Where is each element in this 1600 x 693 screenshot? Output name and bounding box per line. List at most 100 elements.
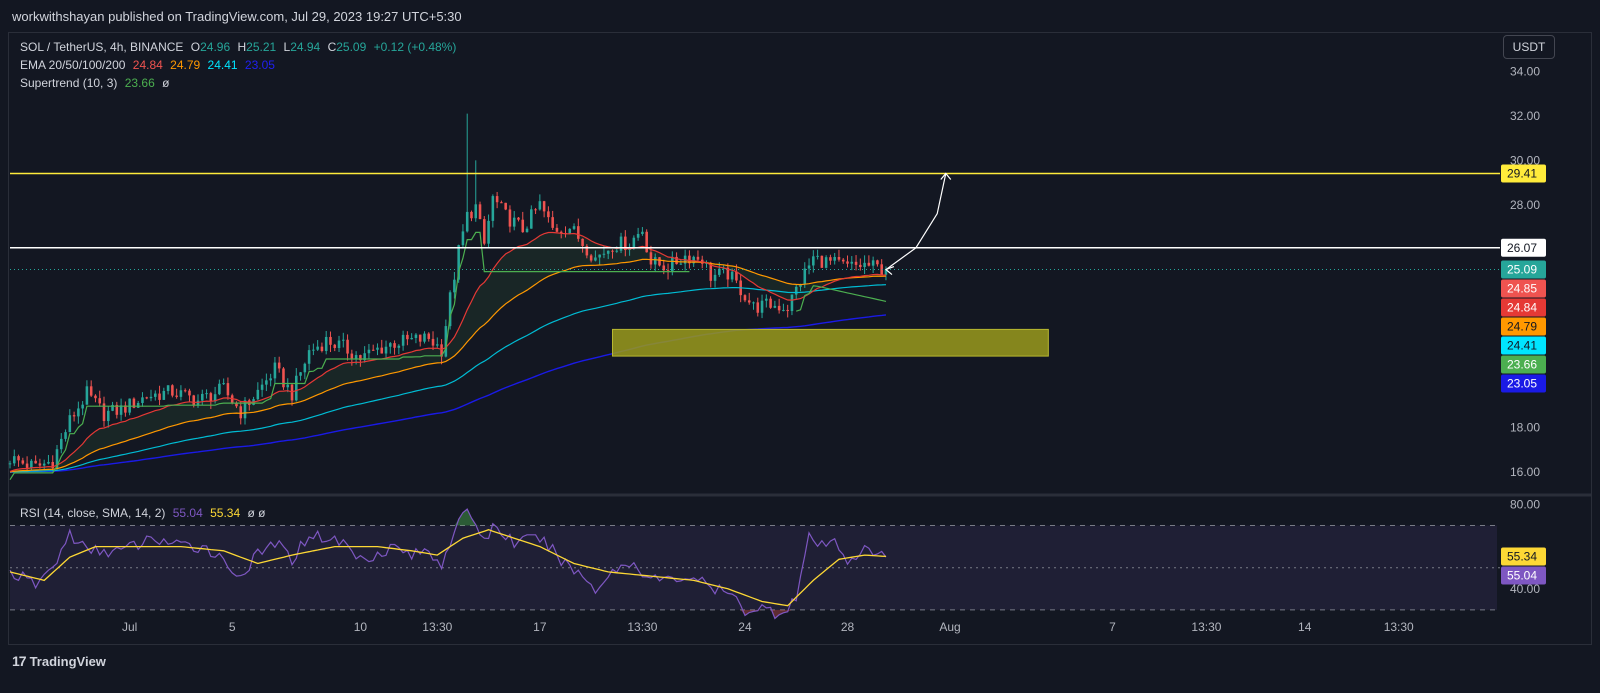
- candle-body: [713, 274, 717, 281]
- candle-body: [222, 383, 225, 385]
- candle-body: [807, 265, 811, 269]
- candle-body: [423, 333, 426, 342]
- candle-body: [530, 209, 533, 229]
- candle-body: [384, 346, 388, 354]
- price-label: 24.41: [1507, 339, 1537, 353]
- ema100-value: 24.41: [207, 58, 238, 72]
- currency-button[interactable]: USDT: [1503, 35, 1555, 59]
- candle-body: [136, 403, 140, 408]
- candle-body: [649, 252, 653, 265]
- candle-body: [98, 398, 102, 404]
- time-axis-tick: 13:30: [422, 620, 452, 634]
- candle-body: [829, 257, 832, 261]
- candle-body: [816, 255, 819, 257]
- candle-body: [102, 403, 106, 422]
- candle-body: [115, 404, 119, 415]
- ema-legend[interactable]: EMA 20/50/100/200 24.84 24.79 24.41 23.0…: [20, 58, 279, 72]
- candle-body: [619, 236, 623, 251]
- candle-body: [735, 271, 738, 281]
- candle-body: [841, 259, 845, 262]
- price-label: 29.41: [1507, 166, 1537, 180]
- eye-off-icons[interactable]: ø ø: [247, 506, 266, 520]
- arrow-head-icon: [940, 172, 952, 180]
- price-label-box: [1501, 279, 1546, 298]
- candle-body: [769, 298, 772, 308]
- symbol-legend: SOL / TetherUS, 4h, BINANCE O24.96 H25.2…: [20, 40, 460, 54]
- candle-body: [594, 257, 597, 261]
- rsi-label: 55.04: [1507, 568, 1537, 582]
- high-value: 25.21: [246, 40, 277, 54]
- candle-body: [521, 219, 525, 233]
- candle-body: [517, 217, 520, 220]
- candle-body: [508, 209, 512, 227]
- candle-body: [179, 390, 183, 397]
- ema100-line: [9, 284, 887, 473]
- supertrend-label: Supertrend (10, 3): [20, 76, 118, 90]
- candle-body: [72, 415, 76, 417]
- candle-body: [641, 231, 644, 234]
- candle-body: [572, 226, 576, 229]
- candle-body: [414, 334, 418, 338]
- candle-body: [799, 284, 802, 287]
- candle-body: [350, 353, 354, 360]
- close-label: C: [327, 40, 337, 54]
- published-text: workwithshayan published on TradingView.…: [12, 9, 462, 24]
- eye-off-icon[interactable]: ø: [162, 76, 170, 90]
- price-label: 23.66: [1507, 358, 1537, 372]
- candle-body: [17, 456, 20, 461]
- ema50-value: 24.79: [170, 58, 201, 72]
- rsi-label-box: [1501, 547, 1546, 566]
- candle-body: [354, 355, 358, 360]
- candle-body: [192, 395, 196, 406]
- candle-body: [243, 400, 247, 419]
- candle-body: [213, 394, 217, 402]
- change-value: +0.12 (+0.48%): [373, 40, 457, 54]
- rsi-legend[interactable]: RSI (14, close, SMA, 14, 2) 55.04 55.34 …: [20, 506, 269, 520]
- candle-body: [696, 256, 700, 260]
- candle-body: [175, 395, 178, 397]
- candle-body: [64, 432, 67, 439]
- candle-body: [333, 344, 337, 348]
- supertrend-legend[interactable]: Supertrend (10, 3) 23.66 ø: [20, 76, 173, 90]
- candle-body: [803, 268, 807, 285]
- candle-body: [51, 461, 55, 469]
- candle-body: [21, 460, 25, 464]
- candle-body: [393, 343, 396, 348]
- candle-body: [55, 449, 59, 469]
- candle-body: [346, 339, 349, 354]
- candle-body: [363, 353, 366, 361]
- candle-body: [389, 343, 392, 347]
- tradingview-brand[interactable]: 17 TradingView: [12, 653, 106, 669]
- candle-body: [38, 463, 42, 466]
- candle-body: [307, 350, 311, 364]
- candle-body: [602, 253, 606, 255]
- ema20-value: 24.84: [132, 58, 163, 72]
- price-label-box: [1501, 374, 1546, 393]
- candle-body: [47, 461, 50, 464]
- time-axis-tick: 13:30: [1384, 620, 1414, 634]
- low-value: 24.94: [290, 40, 321, 54]
- candle-body: [303, 363, 307, 373]
- ema-label: EMA 20/50/100/200: [20, 58, 126, 72]
- time-axis-tick: 5: [229, 620, 236, 634]
- candle-body: [598, 254, 601, 258]
- candle-body: [662, 265, 666, 271]
- support-zone: [611, 328, 1049, 357]
- rsi-axis-tick: 80.00: [1510, 497, 1540, 511]
- rsi-label: RSI (14, close, SMA, 14, 2): [20, 506, 166, 520]
- time-axis-tick: 7: [1109, 620, 1116, 634]
- supertrend-value: 23.66: [124, 76, 155, 90]
- rsi-sma-value: 55.34: [210, 506, 241, 520]
- candle-body: [226, 383, 230, 396]
- candle-body: [457, 245, 460, 280]
- ema20-line: [9, 231, 887, 472]
- candle-body: [555, 227, 559, 232]
- candle-body: [77, 408, 80, 417]
- candle-body: [504, 202, 507, 210]
- candle-body: [436, 344, 439, 346]
- price-label: 24.85: [1507, 282, 1537, 296]
- candle-body: [94, 395, 97, 399]
- candle-body: [880, 264, 883, 275]
- candle-body: [747, 300, 751, 303]
